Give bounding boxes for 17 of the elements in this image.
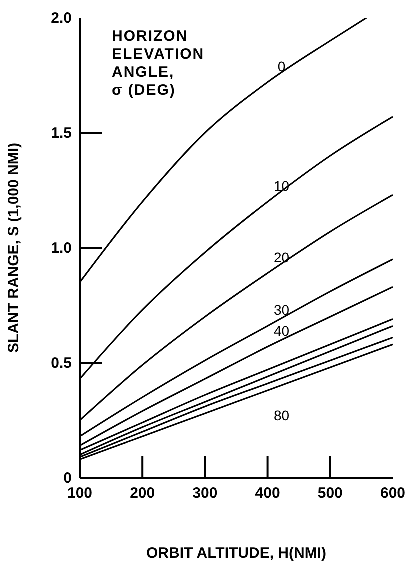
y-tick-label: 0 [64, 470, 72, 487]
y-tick-label: 1.5 [51, 125, 72, 142]
series-label: 0 [278, 58, 286, 74]
x-tick-label: 300 [192, 485, 218, 502]
series-label: 80 [274, 408, 290, 424]
x-tick-label: 400 [255, 485, 280, 502]
series-label: 40 [274, 322, 290, 339]
x-tick-label: 100 [67, 485, 93, 502]
x-tick-label: 200 [130, 485, 156, 502]
y-tick-label: 0.5 [51, 355, 72, 372]
series-label: 30 [274, 302, 290, 318]
x-tick-label: 500 [318, 485, 343, 502]
x-tick-label: 600 [380, 485, 406, 502]
legend-heading: HORIZON ELEVATION ANGLE, σ (DEG) [112, 28, 205, 100]
y-tick-label: 2.0 [51, 10, 72, 27]
x-axis-title: ORBIT ALTITUDE, H(NMI) [146, 545, 326, 562]
y-tick-label: 1.0 [51, 240, 72, 257]
